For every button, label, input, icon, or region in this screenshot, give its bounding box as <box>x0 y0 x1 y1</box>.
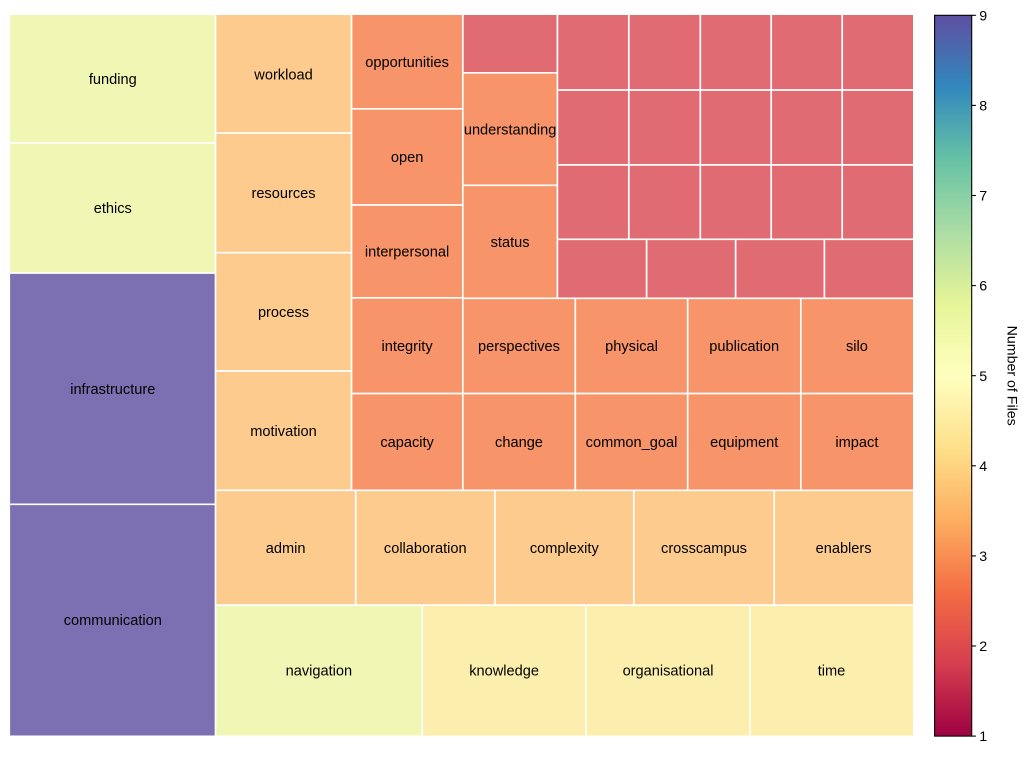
svg-text:crosscampus: crosscampus <box>661 541 747 557</box>
svg-text:opportunities: opportunities <box>365 55 449 71</box>
svg-text:status: status <box>491 235 530 251</box>
svg-text:resources: resources <box>251 186 315 202</box>
svg-text:navigation: navigation <box>286 664 353 680</box>
svg-text:understanding: understanding <box>464 122 557 138</box>
svg-text:Number of Files: Number of Files <box>1004 326 1020 426</box>
svg-text:physical: physical <box>605 339 658 355</box>
svg-text:time: time <box>818 664 846 680</box>
svg-text:motivation: motivation <box>250 424 317 440</box>
svg-text:admin: admin <box>266 541 306 557</box>
svg-text:7: 7 <box>979 189 987 205</box>
svg-text:9: 9 <box>979 8 987 24</box>
svg-text:4: 4 <box>979 459 987 475</box>
svg-text:enablers: enablers <box>816 541 872 557</box>
svg-text:common_goal: common_goal <box>586 435 678 451</box>
svg-text:perspectives: perspectives <box>478 339 560 355</box>
svg-text:communication: communication <box>64 613 162 629</box>
svg-text:impact: impact <box>835 435 878 451</box>
svg-text:collaboration: collaboration <box>384 541 467 557</box>
svg-text:1: 1 <box>979 729 987 745</box>
svg-text:funding: funding <box>89 72 137 88</box>
svg-text:2: 2 <box>979 639 987 655</box>
svg-text:knowledge: knowledge <box>469 664 539 680</box>
svg-text:organisational: organisational <box>623 664 714 680</box>
svg-text:8: 8 <box>979 99 987 115</box>
svg-text:5: 5 <box>979 369 987 385</box>
svg-text:publication: publication <box>709 339 779 355</box>
svg-text:complexity: complexity <box>530 541 600 557</box>
svg-text:equipment: equipment <box>710 435 778 451</box>
svg-text:process: process <box>258 305 309 321</box>
svg-text:silo: silo <box>846 339 868 355</box>
svg-text:capacity: capacity <box>380 435 434 451</box>
svg-text:6: 6 <box>979 279 987 295</box>
svg-text:workload: workload <box>253 67 312 83</box>
svg-text:integrity: integrity <box>382 339 434 355</box>
svg-text:infrastructure: infrastructure <box>70 382 155 398</box>
svg-text:ethics: ethics <box>94 201 132 217</box>
svg-text:interpersonal: interpersonal <box>365 245 449 261</box>
svg-text:open: open <box>391 150 423 166</box>
svg-text:change: change <box>495 435 543 451</box>
svg-text:3: 3 <box>979 549 987 565</box>
